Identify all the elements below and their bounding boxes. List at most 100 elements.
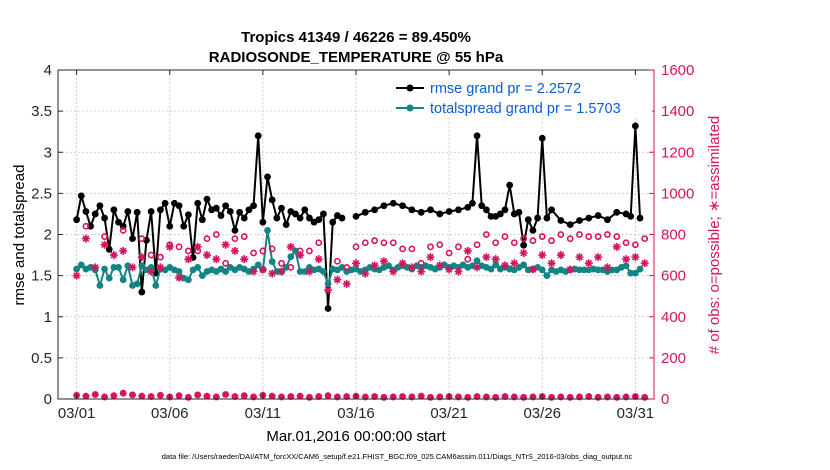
series-obs_possible-point — [259, 247, 267, 255]
series-rmse_b-point — [389, 199, 397, 207]
series-obs_possible-point — [510, 239, 518, 247]
series-obs_possible-point — [445, 249, 453, 257]
x-tick-label: 03/06 — [151, 405, 189, 422]
series-rmse_b-point — [361, 208, 369, 216]
series-obs_assimilated-point — [314, 255, 323, 264]
series-totalspread-point — [77, 261, 85, 269]
series-obs_possible-point — [464, 255, 472, 263]
series-totalspread-point — [520, 261, 528, 269]
series-rmse_b-point — [631, 122, 639, 130]
series-totalspread-point — [138, 262, 146, 270]
series-obs_possible-point — [315, 239, 323, 247]
series-obs_possible-point — [436, 241, 444, 249]
series-totalspread-point — [73, 265, 81, 273]
x-tick-label: 03/26 — [523, 405, 561, 422]
series-obs_possible-point — [119, 226, 127, 234]
series-obs_assimilated-point — [407, 263, 416, 272]
series-rmse-point — [226, 208, 234, 215]
series-obs_assimilated-point — [379, 257, 388, 266]
series-obs_near_zero-point — [371, 393, 379, 400]
series-obs_near_zero-point — [482, 393, 490, 401]
series-obs_assimilated-point — [72, 271, 81, 280]
series-totalspread-point — [254, 261, 262, 269]
series-rmse_b-point — [399, 202, 406, 210]
series-obs_assimilated-point — [603, 263, 612, 272]
series-obs_near_zero-point — [212, 393, 220, 401]
series-obs_near_zero-point — [408, 393, 416, 401]
series-rmse-point — [147, 208, 155, 215]
series-obs_near_zero-point — [566, 393, 574, 401]
series-rmse-point — [324, 305, 332, 312]
series-obs_possible-point — [343, 263, 351, 271]
series-rmse-point — [236, 208, 243, 216]
series-obs_near_zero-point — [361, 393, 369, 401]
series-obs_near_zero-point — [203, 392, 211, 400]
series-rmse_b-point — [543, 214, 551, 222]
series-rmse_b-point — [524, 216, 532, 224]
series-obs_possible-point — [594, 233, 602, 240]
series-totalspread-point — [492, 261, 500, 269]
series-obs_possible-point — [222, 259, 230, 267]
series-obs_assimilated-point — [333, 275, 342, 284]
legend-totalspread-label: totalspread grand pr = 1.5703 — [430, 101, 621, 117]
y-right-tick-label: 400 — [661, 309, 686, 326]
series-obs_possible-point — [631, 241, 639, 249]
series-rmse-point — [198, 216, 206, 224]
series-obs_near_zero-point — [129, 391, 136, 399]
series-obs_possible-point — [585, 233, 593, 240]
series-layer — [72, 122, 649, 401]
series-obs_assimilated-point — [240, 255, 249, 264]
series-obs_assimilated-point — [482, 253, 491, 262]
series-rmse-point — [250, 202, 257, 210]
series-obs_assimilated-point — [426, 253, 435, 262]
series-rmse-point — [231, 226, 239, 234]
series-obs_assimilated-point — [342, 279, 351, 288]
series-totalspread-point — [115, 264, 122, 271]
series-obs_possible-point — [529, 237, 537, 245]
series-obs_near_zero-point — [333, 393, 341, 401]
series-obs_assimilated-point — [640, 259, 649, 268]
series-obs_near_zero-point — [529, 393, 537, 401]
series-obs_near_zero-point — [278, 393, 285, 401]
series-rmse-point — [124, 208, 132, 215]
series-obs_possible-point — [240, 233, 248, 240]
series-rmse-point — [115, 218, 122, 226]
series-totalspread-point — [101, 265, 108, 273]
series-obs_assimilated-point — [203, 251, 211, 260]
series-rmse-point — [292, 210, 299, 218]
series-obs_possible-point — [82, 222, 90, 230]
series-obs_near_zero-point — [91, 391, 99, 398]
series-obs_near_zero-point — [119, 389, 127, 397]
series-rmse_b-point — [436, 210, 444, 218]
series-totalspread-point — [296, 268, 304, 275]
series-obs_possible-point — [138, 235, 146, 243]
series-obs_assimilated-point — [398, 259, 407, 268]
series-obs_near_zero-point — [427, 393, 434, 401]
series-obs_near_zero-point — [184, 393, 192, 401]
series-obs_possible-point — [473, 241, 481, 249]
series-obs_assimilated-point — [268, 269, 277, 278]
series-obs_assimilated-point — [221, 240, 230, 249]
series-obs_possible-point — [352, 243, 360, 251]
series-obs_near_zero-point — [296, 392, 304, 400]
series-obs_possible-point — [492, 239, 500, 247]
series-rmse-point — [296, 214, 304, 222]
series-obs_near_zero-point — [175, 392, 183, 400]
series-rmse-point — [82, 208, 90, 215]
series-totalspread-point — [268, 258, 276, 266]
series-obs_assimilated-point — [156, 263, 165, 272]
series-obs_assimilated-point — [463, 246, 472, 255]
x-tick-label: 03/31 — [617, 405, 655, 422]
series-obs_possible-point — [501, 233, 509, 240]
legend-box — [394, 76, 652, 118]
series-rmse_b-point — [478, 202, 486, 210]
series-totalspread-point — [105, 274, 113, 282]
series-rmse_b-point — [487, 213, 495, 220]
series-obs_possible-point — [566, 235, 574, 243]
series-obs_assimilated-point — [528, 265, 537, 274]
series-obs_assimilated-point — [258, 265, 267, 274]
series-rmse-point — [180, 222, 188, 230]
series-rmse-point — [157, 206, 164, 214]
series-totalspread-point — [622, 262, 630, 270]
